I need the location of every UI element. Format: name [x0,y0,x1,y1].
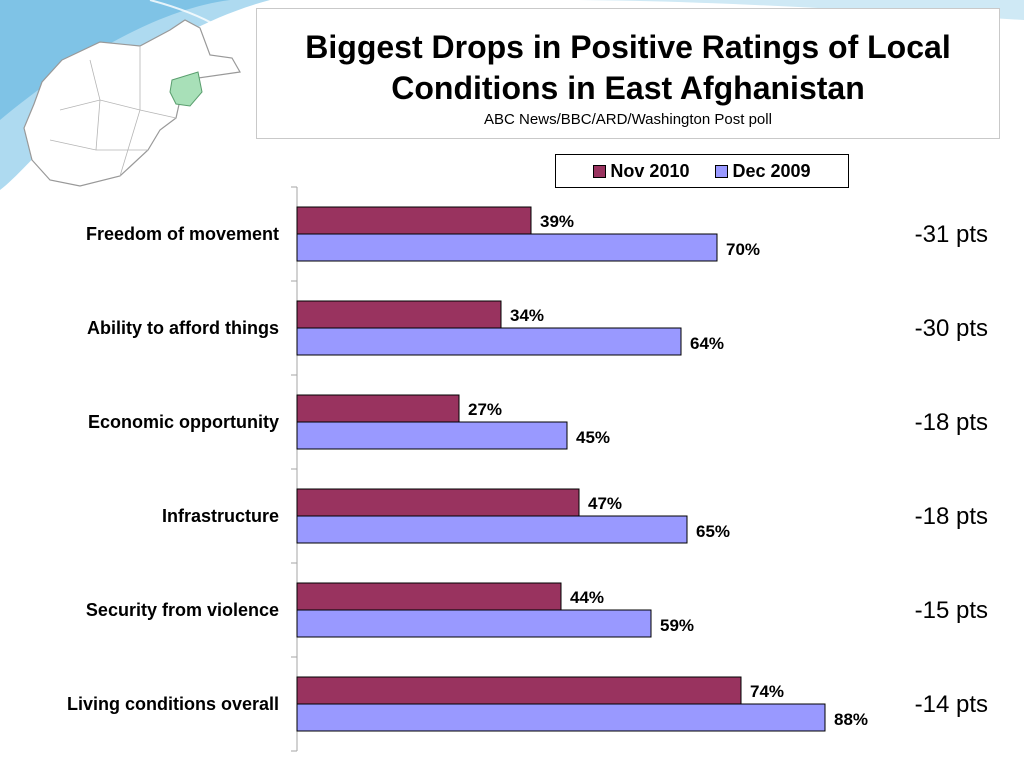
bar-dec-2009 [296,421,568,450]
bar-dec-2009 [296,327,682,356]
change-annotation: -18 pts [915,503,988,530]
bar-dec-2009 [296,609,652,638]
bar-nov-2010 [296,300,502,329]
bar-nov-2010 [296,394,460,423]
legend-swatch-dec-2009 [715,164,729,178]
category-label: Economic opportunity [88,412,279,432]
change-annotation: -31 pts [915,221,988,248]
data-label: 47% [588,494,622,513]
legend-label-dec-2009: Dec 2009 [732,160,811,181]
legend-item-nov-2010: Nov 2010 [593,161,689,182]
data-label: 70% [726,240,760,259]
data-label: 74% [750,682,784,701]
data-label: 45% [576,428,610,447]
afghanistan-map-icon [23,19,241,187]
change-annotation: -18 pts [915,409,988,436]
data-label: 39% [540,212,574,231]
data-label: 27% [468,400,502,419]
category-label: Security from violence [86,600,279,620]
legend-swatch-nov-2010 [593,164,607,178]
bar-dec-2009 [296,233,718,262]
category-label: Living conditions overall [67,694,279,714]
data-label: 64% [690,334,724,353]
data-label: 44% [570,588,604,607]
bar-nov-2010 [296,206,532,235]
data-label: 65% [696,522,730,541]
category-label: Freedom of movement [86,224,279,244]
data-label: 34% [510,306,544,325]
chart-subtitle: ABC News/BBC/ARD/Washington Post poll [484,111,772,128]
bar-nov-2010 [296,676,742,705]
bar-dec-2009 [296,515,688,544]
chart-legend: Nov 2010 Dec 2009 [555,154,849,188]
legend-item-dec-2009: Dec 2009 [715,160,811,182]
change-annotation: -15 pts [915,597,988,624]
bar-nov-2010 [296,582,562,611]
data-label: 59% [660,616,694,635]
category-label: Infrastructure [162,506,279,526]
legend-label-nov-2010: Nov 2010 [610,160,690,181]
chart-title: Biggest Drops in Positive Ratings of Loc… [305,29,951,106]
change-annotation: -30 pts [915,315,988,342]
bar-nov-2010 [296,488,580,517]
bar-dec-2009 [296,703,826,732]
title-box: Biggest Drops in Positive Ratings of Loc… [256,8,1000,139]
data-label: 88% [834,710,868,729]
category-label: Ability to afford things [87,318,279,338]
change-annotation: -14 pts [915,691,988,718]
